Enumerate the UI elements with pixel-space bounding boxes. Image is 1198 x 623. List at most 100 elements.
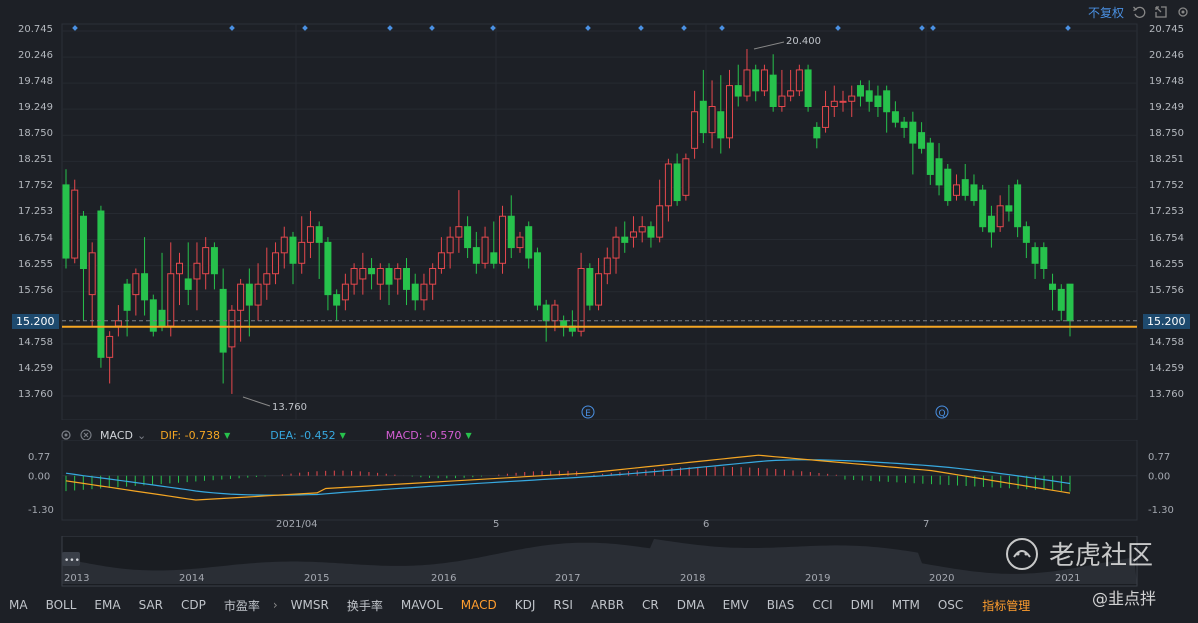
price-tick-label: 19.249 <box>1149 102 1184 114</box>
tab-市盈率[interactable]: 市盈率 <box>223 598 260 613</box>
indicator-tab-bar: MA BOLL EMA SAR CDP 市盈率 › WMSR 换手率 MAVOL MACD KDJ RS… <box>0 594 1198 616</box>
candle <box>673 153 681 206</box>
candle <box>472 231 480 274</box>
macd-tick-label: 0.77 <box>28 452 50 463</box>
high-leader-line <box>753 41 785 50</box>
price-tick-label: 18.251 <box>1149 154 1184 166</box>
tab-rsi[interactable]: RSI <box>553 598 573 612</box>
price-tick-label: 20.246 <box>18 50 53 62</box>
tab-macd[interactable]: MACD <box>460 598 497 612</box>
adjustment-toggle[interactable]: 不复权 <box>1087 5 1124 20</box>
candle <box>420 273 428 311</box>
candle <box>202 237 210 290</box>
tab-ma[interactable]: MA <box>9 598 28 612</box>
event-marker <box>1065 25 1071 31</box>
tab-cdp[interactable]: CDP <box>180 598 206 612</box>
candle <box>1005 184 1013 222</box>
crosshair-icon[interactable] <box>1154 5 1168 19</box>
candle <box>455 190 463 253</box>
candle <box>577 252 585 337</box>
price-tick-label: 17.253 <box>18 206 53 218</box>
dif-line <box>65 454 1071 501</box>
price-tick-label: 19.748 <box>1149 76 1184 88</box>
tab-mavol[interactable]: MAVOL <box>400 598 443 612</box>
candle <box>970 174 978 206</box>
tab-kdj[interactable]: KDJ <box>514 598 536 612</box>
candle <box>193 242 201 311</box>
tab-dma[interactable]: DMA <box>676 598 705 612</box>
price-tick-label: 19.748 <box>18 76 53 88</box>
watermark-brand: 老虎社区 <box>1049 541 1154 571</box>
tab-sar[interactable]: SAR <box>138 598 163 612</box>
macd-frame <box>61 440 1138 521</box>
macd-chart[interactable]: 0.77 0.77 0.00 0.00 -1.30 -1.30 <box>0 440 1198 540</box>
gear-icon[interactable] <box>60 429 72 441</box>
price-tick-label: 20.745 <box>18 24 53 35</box>
svg-text:E: E <box>585 409 591 419</box>
tab-emv[interactable]: EMV <box>722 598 749 612</box>
candle <box>210 242 218 290</box>
candle <box>228 305 236 394</box>
overview-year-label: 2019 <box>805 573 831 584</box>
tab-bias[interactable]: BIAS <box>766 598 795 612</box>
tab-mtm[interactable]: MTM <box>891 598 920 612</box>
tab-cci[interactable]: CCI <box>812 598 833 612</box>
event-marker <box>930 25 936 31</box>
price-tick-label: 20.745 <box>1149 24 1184 35</box>
tab-osc[interactable]: OSC <box>937 598 964 612</box>
undo-icon[interactable] <box>1132 5 1146 19</box>
candle <box>350 263 358 295</box>
tab-wmsr[interactable]: WMSR <box>290 598 329 612</box>
candle <box>656 179 664 243</box>
candle <box>987 205 995 248</box>
price-tick-label: 16.754 <box>1149 232 1184 244</box>
macd-tick-label: 0.77 <box>1148 452 1170 463</box>
tab-ema[interactable]: EMA <box>94 598 121 612</box>
event-marker <box>638 25 644 31</box>
candle <box>141 237 149 316</box>
tab-cr[interactable]: CR <box>642 598 659 612</box>
chevron-right-icon[interactable]: › <box>272 598 278 612</box>
candle <box>376 263 384 300</box>
candle <box>848 85 856 117</box>
event-marker <box>681 25 687 31</box>
event-marker <box>919 25 925 31</box>
price-tick-label: 14.259 <box>1149 362 1184 374</box>
candle <box>132 268 140 316</box>
candle <box>612 226 620 274</box>
overview-year-label: 2014 <box>179 573 205 584</box>
candle <box>97 205 105 368</box>
candle <box>525 221 533 269</box>
candle <box>996 195 1004 232</box>
dif-value: DIF: -0.738 <box>160 428 221 442</box>
candle <box>953 174 961 201</box>
price-tick-label: 16.255 <box>18 258 53 270</box>
settings-icon[interactable] <box>1176 5 1190 19</box>
price-tick-label: 13.760 <box>1149 389 1184 400</box>
tab-dmi[interactable]: DMI <box>850 598 874 612</box>
price-tick-label: 14.259 <box>18 362 53 374</box>
candle <box>813 122 821 149</box>
candlestick-chart[interactable]: 20.400 13.760 E Q <box>0 0 1198 420</box>
tab-arbr[interactable]: ARBR <box>590 598 625 612</box>
candle <box>944 163 952 206</box>
candle <box>106 331 114 384</box>
caret-down-icon: ▼ <box>465 430 472 440</box>
overview-year-label: 2020 <box>929 573 955 584</box>
indicator-management-button[interactable]: 指标管理 <box>982 598 1031 613</box>
chevron-down-icon[interactable]: ⌄ <box>136 428 147 442</box>
candle <box>437 237 445 274</box>
indicator-name[interactable]: MACD <box>100 428 133 442</box>
candle <box>507 195 515 259</box>
tab-boll[interactable]: BOLL <box>45 598 77 612</box>
price-tick-label: 18.750 <box>1149 128 1184 140</box>
candle <box>499 205 507 274</box>
tab-换手率[interactable]: 换手率 <box>346 598 383 613</box>
tiger-logo-icon <box>1006 537 1038 570</box>
overview-drag-handle <box>62 552 80 566</box>
quarter-marker: Q <box>935 405 949 419</box>
price-tick-label: 18.251 <box>18 154 53 166</box>
svg-text:Q: Q <box>938 409 945 419</box>
overview-navigator[interactable]: ••• <box>0 536 1198 588</box>
candle <box>830 85 838 117</box>
